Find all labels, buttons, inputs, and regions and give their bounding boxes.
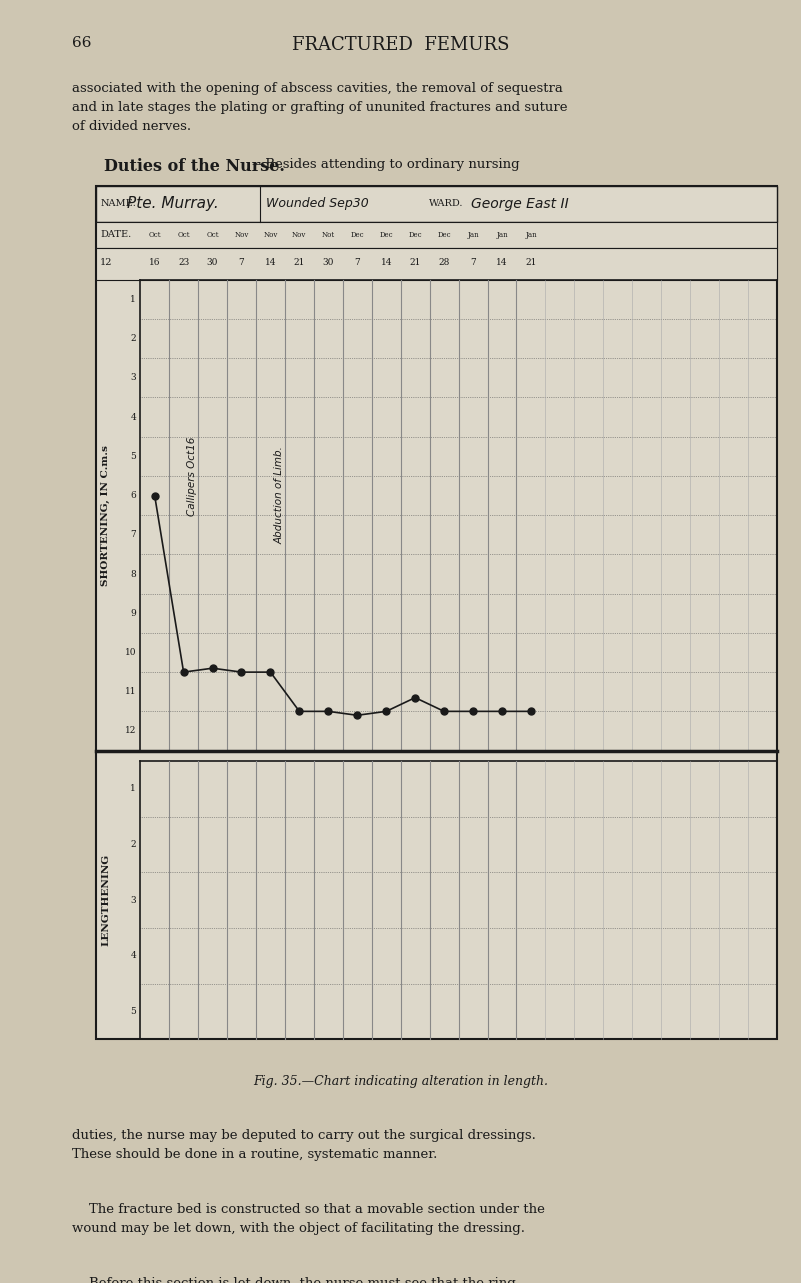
Text: Jan: Jan [496, 231, 508, 239]
Text: 21: 21 [409, 258, 421, 267]
Text: Oct: Oct [148, 231, 161, 239]
Text: —Besides attending to ordinary nursing: —Besides attending to ordinary nursing [252, 158, 520, 171]
Text: 66: 66 [72, 36, 91, 50]
Text: Jan: Jan [525, 231, 537, 239]
Text: 21: 21 [525, 258, 537, 267]
Text: Wounded Sep30: Wounded Sep30 [266, 198, 368, 210]
Text: 5: 5 [131, 1007, 136, 1016]
Text: Before this section is let down, the nurse must see that the ring: Before this section is let down, the nur… [72, 1277, 516, 1283]
Text: 6: 6 [131, 491, 136, 500]
Text: 11: 11 [125, 688, 136, 697]
Bar [96, 248, 777, 280]
Text: 7: 7 [354, 258, 360, 267]
Text: 4: 4 [131, 951, 136, 960]
Text: Dec: Dec [380, 231, 393, 239]
Text: 14: 14 [380, 258, 392, 267]
Text: Callipers Oct16: Callipers Oct16 [187, 436, 197, 516]
Text: DATE.: DATE. [100, 230, 131, 240]
Text: 8: 8 [131, 570, 136, 579]
Text: duties, the nurse may be deputed to carry out the surgical dressings.
These shou: duties, the nurse may be deputed to carr… [72, 1129, 536, 1161]
Bar [96, 186, 777, 222]
Text: Dec: Dec [409, 231, 422, 239]
Text: 10: 10 [125, 648, 136, 657]
Text: FRACTURED  FEMURS: FRACTURED FEMURS [292, 36, 509, 54]
Text: Jan: Jan [467, 231, 479, 239]
Text: WARD.: WARD. [429, 199, 463, 209]
Text: The fracture bed is constructed so that a movable section under the
wound may be: The fracture bed is constructed so that … [72, 1203, 545, 1236]
Text: 1: 1 [131, 784, 136, 793]
Text: 12: 12 [125, 726, 136, 735]
Bar [96, 186, 777, 1039]
Text: 16: 16 [149, 258, 160, 267]
Text: 12: 12 [100, 258, 113, 267]
Text: 7: 7 [470, 258, 476, 267]
Text: 3: 3 [131, 373, 136, 382]
Text: Nov: Nov [235, 231, 248, 239]
Text: Oct: Oct [177, 231, 190, 239]
Text: 7: 7 [131, 530, 136, 539]
Text: 14: 14 [264, 258, 276, 267]
Text: Fig. 35.—Chart indicating alteration in length.: Fig. 35.—Chart indicating alteration in … [253, 1075, 548, 1088]
Text: 30: 30 [207, 258, 218, 267]
Text: 21: 21 [294, 258, 305, 267]
Text: Abduction of Limb.: Abduction of Limb. [274, 446, 284, 544]
Text: 9: 9 [131, 608, 136, 617]
Text: Nov: Nov [292, 231, 307, 239]
Text: 14: 14 [497, 258, 508, 267]
Text: Duties of the Nurse.: Duties of the Nurse. [104, 158, 285, 174]
Text: Pte. Murray.: Pte. Murray. [127, 196, 219, 212]
Text: 2: 2 [131, 334, 136, 343]
Text: LENGTHENING: LENGTHENING [101, 854, 111, 946]
Text: 28: 28 [438, 258, 450, 267]
Text: SHORTENING, IN C.m.s: SHORTENING, IN C.m.s [101, 445, 111, 585]
Text: George East II: George East II [471, 198, 569, 210]
Text: 3: 3 [131, 896, 136, 905]
Bar [96, 222, 777, 248]
Text: Dec: Dec [351, 231, 364, 239]
Text: NAME.: NAME. [100, 199, 136, 209]
Text: 23: 23 [178, 258, 189, 267]
Text: 7: 7 [239, 258, 244, 267]
Text: Oct: Oct [207, 231, 219, 239]
Text: 5: 5 [131, 452, 136, 461]
Text: 30: 30 [323, 258, 334, 267]
Text: associated with the opening of abscess cavities, the removal of sequestra
and in: associated with the opening of abscess c… [72, 82, 568, 133]
Text: Not: Not [322, 231, 335, 239]
Text: 2: 2 [131, 840, 136, 849]
Text: Nov: Nov [264, 231, 278, 239]
Text: 4: 4 [131, 413, 136, 422]
Text: Dec: Dec [437, 231, 451, 239]
Text: 1: 1 [131, 295, 136, 304]
